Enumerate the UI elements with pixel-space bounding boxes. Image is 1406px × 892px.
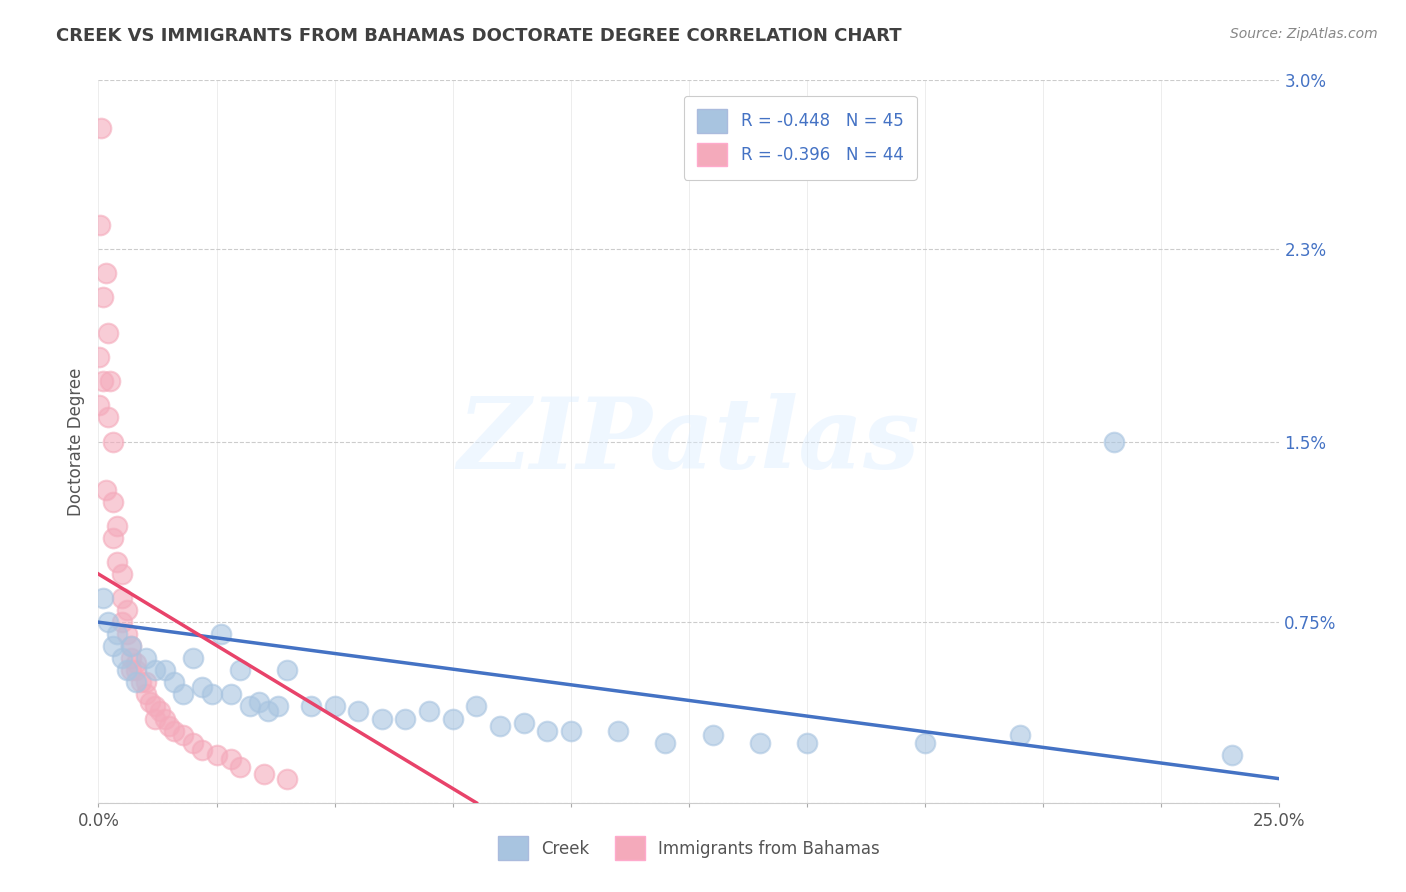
Point xyxy=(101,494,124,508)
Point xyxy=(219,687,242,701)
Point xyxy=(149,704,172,718)
Point xyxy=(257,704,280,718)
Point xyxy=(191,680,214,694)
Point xyxy=(267,699,290,714)
Point xyxy=(276,772,298,786)
Point xyxy=(347,704,370,718)
Point xyxy=(94,483,117,497)
Point xyxy=(121,651,143,665)
Point xyxy=(607,723,630,738)
Point xyxy=(125,664,148,678)
Point xyxy=(111,615,134,630)
Point xyxy=(129,675,152,690)
Point xyxy=(209,627,232,641)
Point xyxy=(157,719,180,733)
Text: CREEK VS IMMIGRANTS FROM BAHAMAS DOCTORATE DEGREE CORRELATION CHART: CREEK VS IMMIGRANTS FROM BAHAMAS DOCTORA… xyxy=(56,27,901,45)
Point xyxy=(101,434,124,449)
Point xyxy=(90,121,112,136)
Point xyxy=(253,767,276,781)
Point xyxy=(115,627,138,641)
Point xyxy=(229,664,252,678)
Point xyxy=(748,735,770,749)
Point xyxy=(89,350,111,364)
Point xyxy=(299,699,322,714)
Point xyxy=(139,695,162,709)
Point xyxy=(172,687,194,701)
Point xyxy=(125,675,148,690)
Point xyxy=(97,615,120,630)
Point xyxy=(512,716,534,731)
Point xyxy=(163,675,186,690)
Point xyxy=(153,712,176,726)
Point xyxy=(115,603,138,617)
Text: ZIPatlas: ZIPatlas xyxy=(458,393,920,490)
Point xyxy=(201,687,224,701)
Point xyxy=(191,743,214,757)
Point xyxy=(181,735,204,749)
Legend: Creek, Immigrants from Bahamas: Creek, Immigrants from Bahamas xyxy=(492,830,886,867)
Point xyxy=(135,651,157,665)
Point xyxy=(89,218,111,232)
Point xyxy=(654,735,676,749)
Point xyxy=(135,687,157,701)
Point xyxy=(135,675,157,690)
Point xyxy=(87,398,110,412)
Point xyxy=(111,567,134,582)
Point xyxy=(441,712,464,726)
Point xyxy=(121,639,143,653)
Point xyxy=(418,704,440,718)
Point xyxy=(276,664,298,678)
Point xyxy=(105,627,128,641)
Point xyxy=(143,664,166,678)
Point xyxy=(125,656,148,670)
Point xyxy=(105,518,128,533)
Point xyxy=(111,591,134,605)
Point xyxy=(1008,728,1031,742)
Point xyxy=(239,699,262,714)
Point xyxy=(101,639,124,653)
Point xyxy=(115,664,138,678)
Point xyxy=(91,374,114,388)
Point xyxy=(914,735,936,749)
Point xyxy=(465,699,488,714)
Point xyxy=(121,664,143,678)
Point xyxy=(143,699,166,714)
Point xyxy=(205,747,228,762)
Point xyxy=(247,695,270,709)
Point xyxy=(143,712,166,726)
Point xyxy=(371,712,394,726)
Point xyxy=(1102,434,1125,449)
Point xyxy=(323,699,346,714)
Point xyxy=(97,326,120,340)
Point xyxy=(97,410,120,425)
Point xyxy=(94,266,117,280)
Point xyxy=(489,719,512,733)
Point xyxy=(91,591,114,605)
Point xyxy=(1220,747,1243,762)
Point xyxy=(91,290,114,304)
Point xyxy=(98,374,121,388)
Point xyxy=(796,735,818,749)
Point xyxy=(172,728,194,742)
Text: Source: ZipAtlas.com: Source: ZipAtlas.com xyxy=(1230,27,1378,41)
Point xyxy=(560,723,582,738)
Point xyxy=(101,531,124,545)
Point xyxy=(105,555,128,569)
Point xyxy=(702,728,724,742)
Point xyxy=(536,723,558,738)
Point xyxy=(394,712,416,726)
Point xyxy=(121,639,143,653)
Y-axis label: Doctorate Degree: Doctorate Degree xyxy=(66,368,84,516)
Point xyxy=(219,752,242,766)
Point xyxy=(229,760,252,774)
Point xyxy=(111,651,134,665)
Point xyxy=(153,664,176,678)
Point xyxy=(181,651,204,665)
Point xyxy=(163,723,186,738)
